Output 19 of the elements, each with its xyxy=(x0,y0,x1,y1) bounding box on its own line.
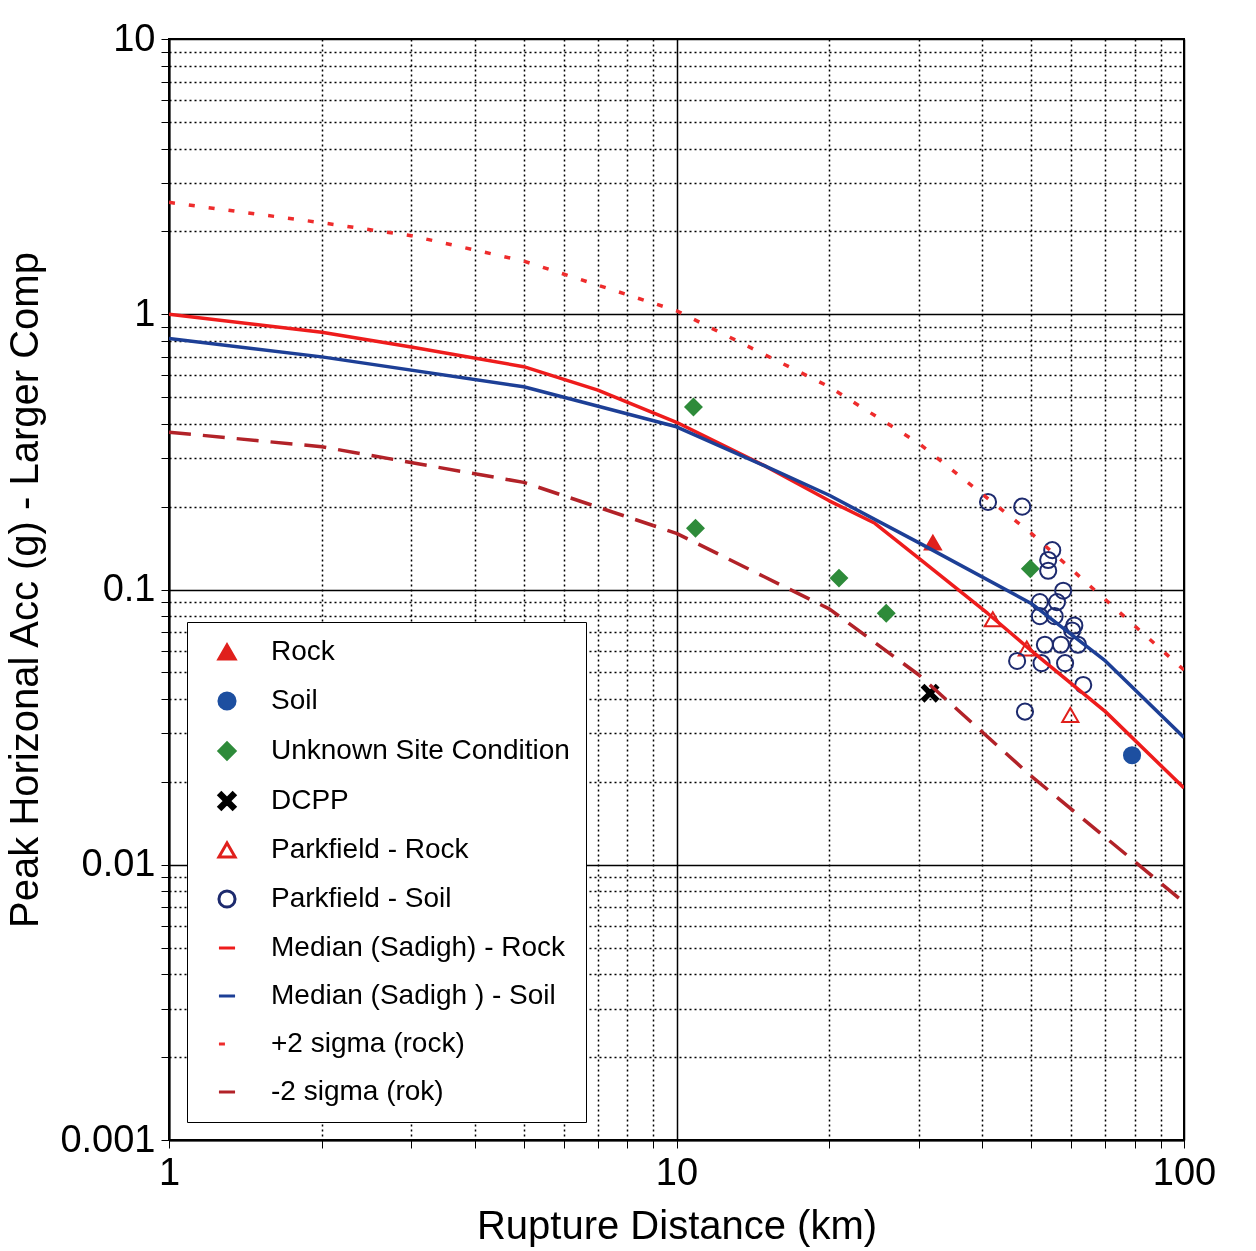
x-tick-label: 10 xyxy=(655,1150,699,1193)
legend-label: DCPP xyxy=(271,784,349,815)
legend-label: Soil xyxy=(271,684,318,715)
legend-label: Unknown Site Condition xyxy=(271,734,570,765)
y-tick-label: 1 xyxy=(134,291,156,334)
y-tick-label: 10 xyxy=(113,16,156,59)
x-axis-title: Rupture Distance (km) xyxy=(476,1202,878,1247)
y-axis-title: Peak Horizonal Acc (g) - Larger Comp xyxy=(2,252,47,928)
legend-label: Parkfield - Rock xyxy=(271,833,470,864)
legend-label: Rock xyxy=(271,635,336,666)
x-tick-label: 100 xyxy=(1152,1150,1217,1193)
y-tick-label: 0.001 xyxy=(60,1117,156,1160)
y-tick-label: 0.01 xyxy=(81,842,156,885)
y-tick-label: 0.1 xyxy=(102,567,156,609)
legend-label: Parkfield - Soil xyxy=(271,882,452,913)
legend-label: Median (Sadigh) - Rock xyxy=(271,931,567,962)
legend-label: -2 sigma (rok) xyxy=(271,1075,444,1106)
legend-label: Median (Sadigh ) - Soil xyxy=(271,979,556,1010)
legend-label: +2 sigma (rock) xyxy=(271,1027,465,1058)
